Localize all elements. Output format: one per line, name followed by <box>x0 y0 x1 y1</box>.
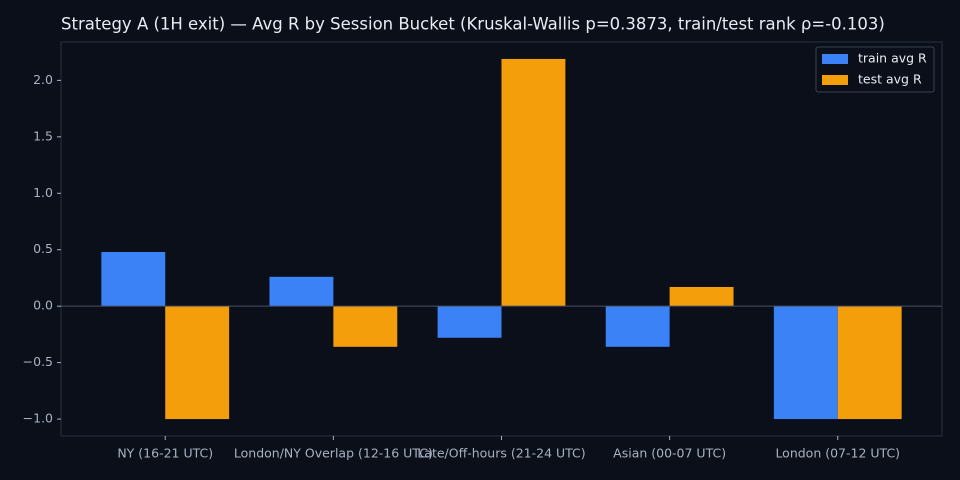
legend-swatch <box>822 75 848 85</box>
y-tick-label: 0.5 <box>33 241 53 256</box>
bar <box>333 306 398 347</box>
bar <box>837 306 902 420</box>
legend-swatch <box>822 54 848 64</box>
legend-label: test avg R <box>858 72 922 87</box>
chart-title: Strategy A (1H exit) — Avg R by Session … <box>61 15 885 34</box>
y-tick-label: 1.0 <box>33 185 53 200</box>
legend-label: train avg R <box>858 51 927 66</box>
bar <box>501 58 566 307</box>
x-tick-label: NY (16-21 UTC) <box>117 446 213 461</box>
y-tick-label: −0.5 <box>23 354 53 369</box>
bar <box>773 306 838 420</box>
bar <box>101 251 166 307</box>
bar <box>437 306 502 338</box>
bar <box>165 306 230 420</box>
y-tick-label: 1.5 <box>33 128 53 143</box>
y-tick-label: 0.0 <box>33 298 53 313</box>
bar <box>669 286 734 307</box>
x-tick-label: London (07-12 UTC) <box>775 446 900 461</box>
x-tick-label: Asian (00-07 UTC) <box>613 446 726 461</box>
x-tick-label: Late/Off-hours (21-24 UTC) <box>417 446 585 461</box>
y-tick-label: −1.0 <box>23 411 53 426</box>
y-tick-label: 2.0 <box>33 72 53 87</box>
bar <box>269 276 334 307</box>
bar <box>605 306 670 347</box>
x-tick-label: London/NY Overlap (12-16 UTC) <box>234 446 433 461</box>
